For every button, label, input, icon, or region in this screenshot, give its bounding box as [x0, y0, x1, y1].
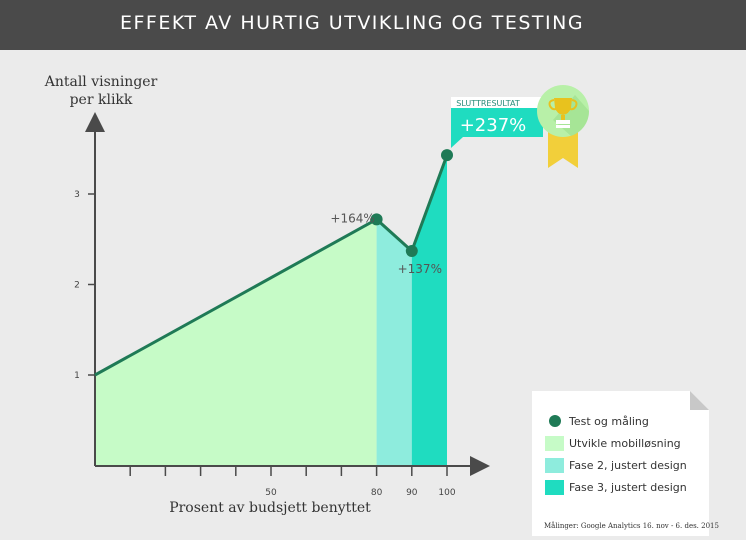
y-axis-title-line-1: Antall visninger [44, 74, 158, 90]
x-tick-label-100: 100 [438, 488, 455, 498]
data-point-1 [370, 213, 383, 226]
data-point-2 [405, 245, 418, 258]
legend-label-4: Fase 3, justert design [569, 481, 687, 494]
y-axis-title-line-2: per klikk [70, 92, 133, 108]
data-point-3 [441, 149, 453, 162]
legend-swatch-2 [545, 436, 564, 451]
trophy-cup-icon [554, 98, 572, 115]
trophy-base [556, 120, 570, 124]
y-tick-label-1: 1 [74, 371, 80, 381]
result-badge: SLUTTRESULTAT +237% [451, 97, 543, 148]
legend-label-1: Test og måling [568, 415, 649, 428]
y-tick-label-3: 3 [74, 190, 80, 200]
badge-value: +237% [460, 115, 527, 136]
data-label-1: +164% [330, 211, 374, 225]
legend: Test og måling Utvikle mobilløsning Fase 2… [532, 391, 719, 536]
x-tick-label-80: 80 [371, 488, 383, 498]
legend-fold [690, 391, 709, 410]
x-axis-title: Prosent av budsjett benyttet [169, 500, 371, 516]
phase-area-3 [411, 155, 447, 466]
legend-label-3: Fase 2, justert design [569, 459, 687, 472]
legend-footnote: Målinger: Google Analytics 16. nov - 6. … [544, 521, 719, 530]
phase-areas [95, 155, 447, 466]
series-line [94, 154, 449, 377]
data-markers: +164% +137% [330, 149, 453, 276]
ribbon-icon [548, 132, 578, 168]
phase-area-2 [376, 219, 412, 466]
trophy-base-bottom [556, 125, 570, 128]
legend-swatch-4 [545, 480, 564, 495]
legend-paper [532, 391, 709, 536]
badge-body [451, 108, 543, 137]
x-tick-label-50: 50 [265, 488, 277, 498]
trophy-handles [548, 99, 578, 111]
badge-pointer [451, 137, 463, 148]
badge-label: SLUTTRESULTAT [456, 99, 520, 108]
data-label-2: +137% [398, 262, 442, 276]
legend-swatch-3 [545, 458, 564, 473]
y-tick-label-2: 2 [74, 281, 80, 291]
phase-area-1 [95, 219, 377, 466]
title-bar: EFFEKT AV HURTIG UTVIKLING OG TESTING [0, 0, 746, 50]
legend-marker-1 [549, 415, 561, 427]
legend-entries: Test og måling Utvikle mobilløsning Fase 2… [545, 415, 687, 495]
chart-title: EFFEKT AV HURTIG UTVIKLING OG TESTING [120, 12, 585, 34]
x-tick-label-90: 90 [406, 488, 418, 498]
axis-ticks: 50 80 90 100 1 2 3 [74, 190, 456, 498]
legend-label-2: Utvikle mobilløsning [569, 437, 681, 450]
trophy-medal-icon [537, 85, 590, 168]
trophy-stem [561, 115, 565, 120]
badge-header [451, 97, 543, 108]
